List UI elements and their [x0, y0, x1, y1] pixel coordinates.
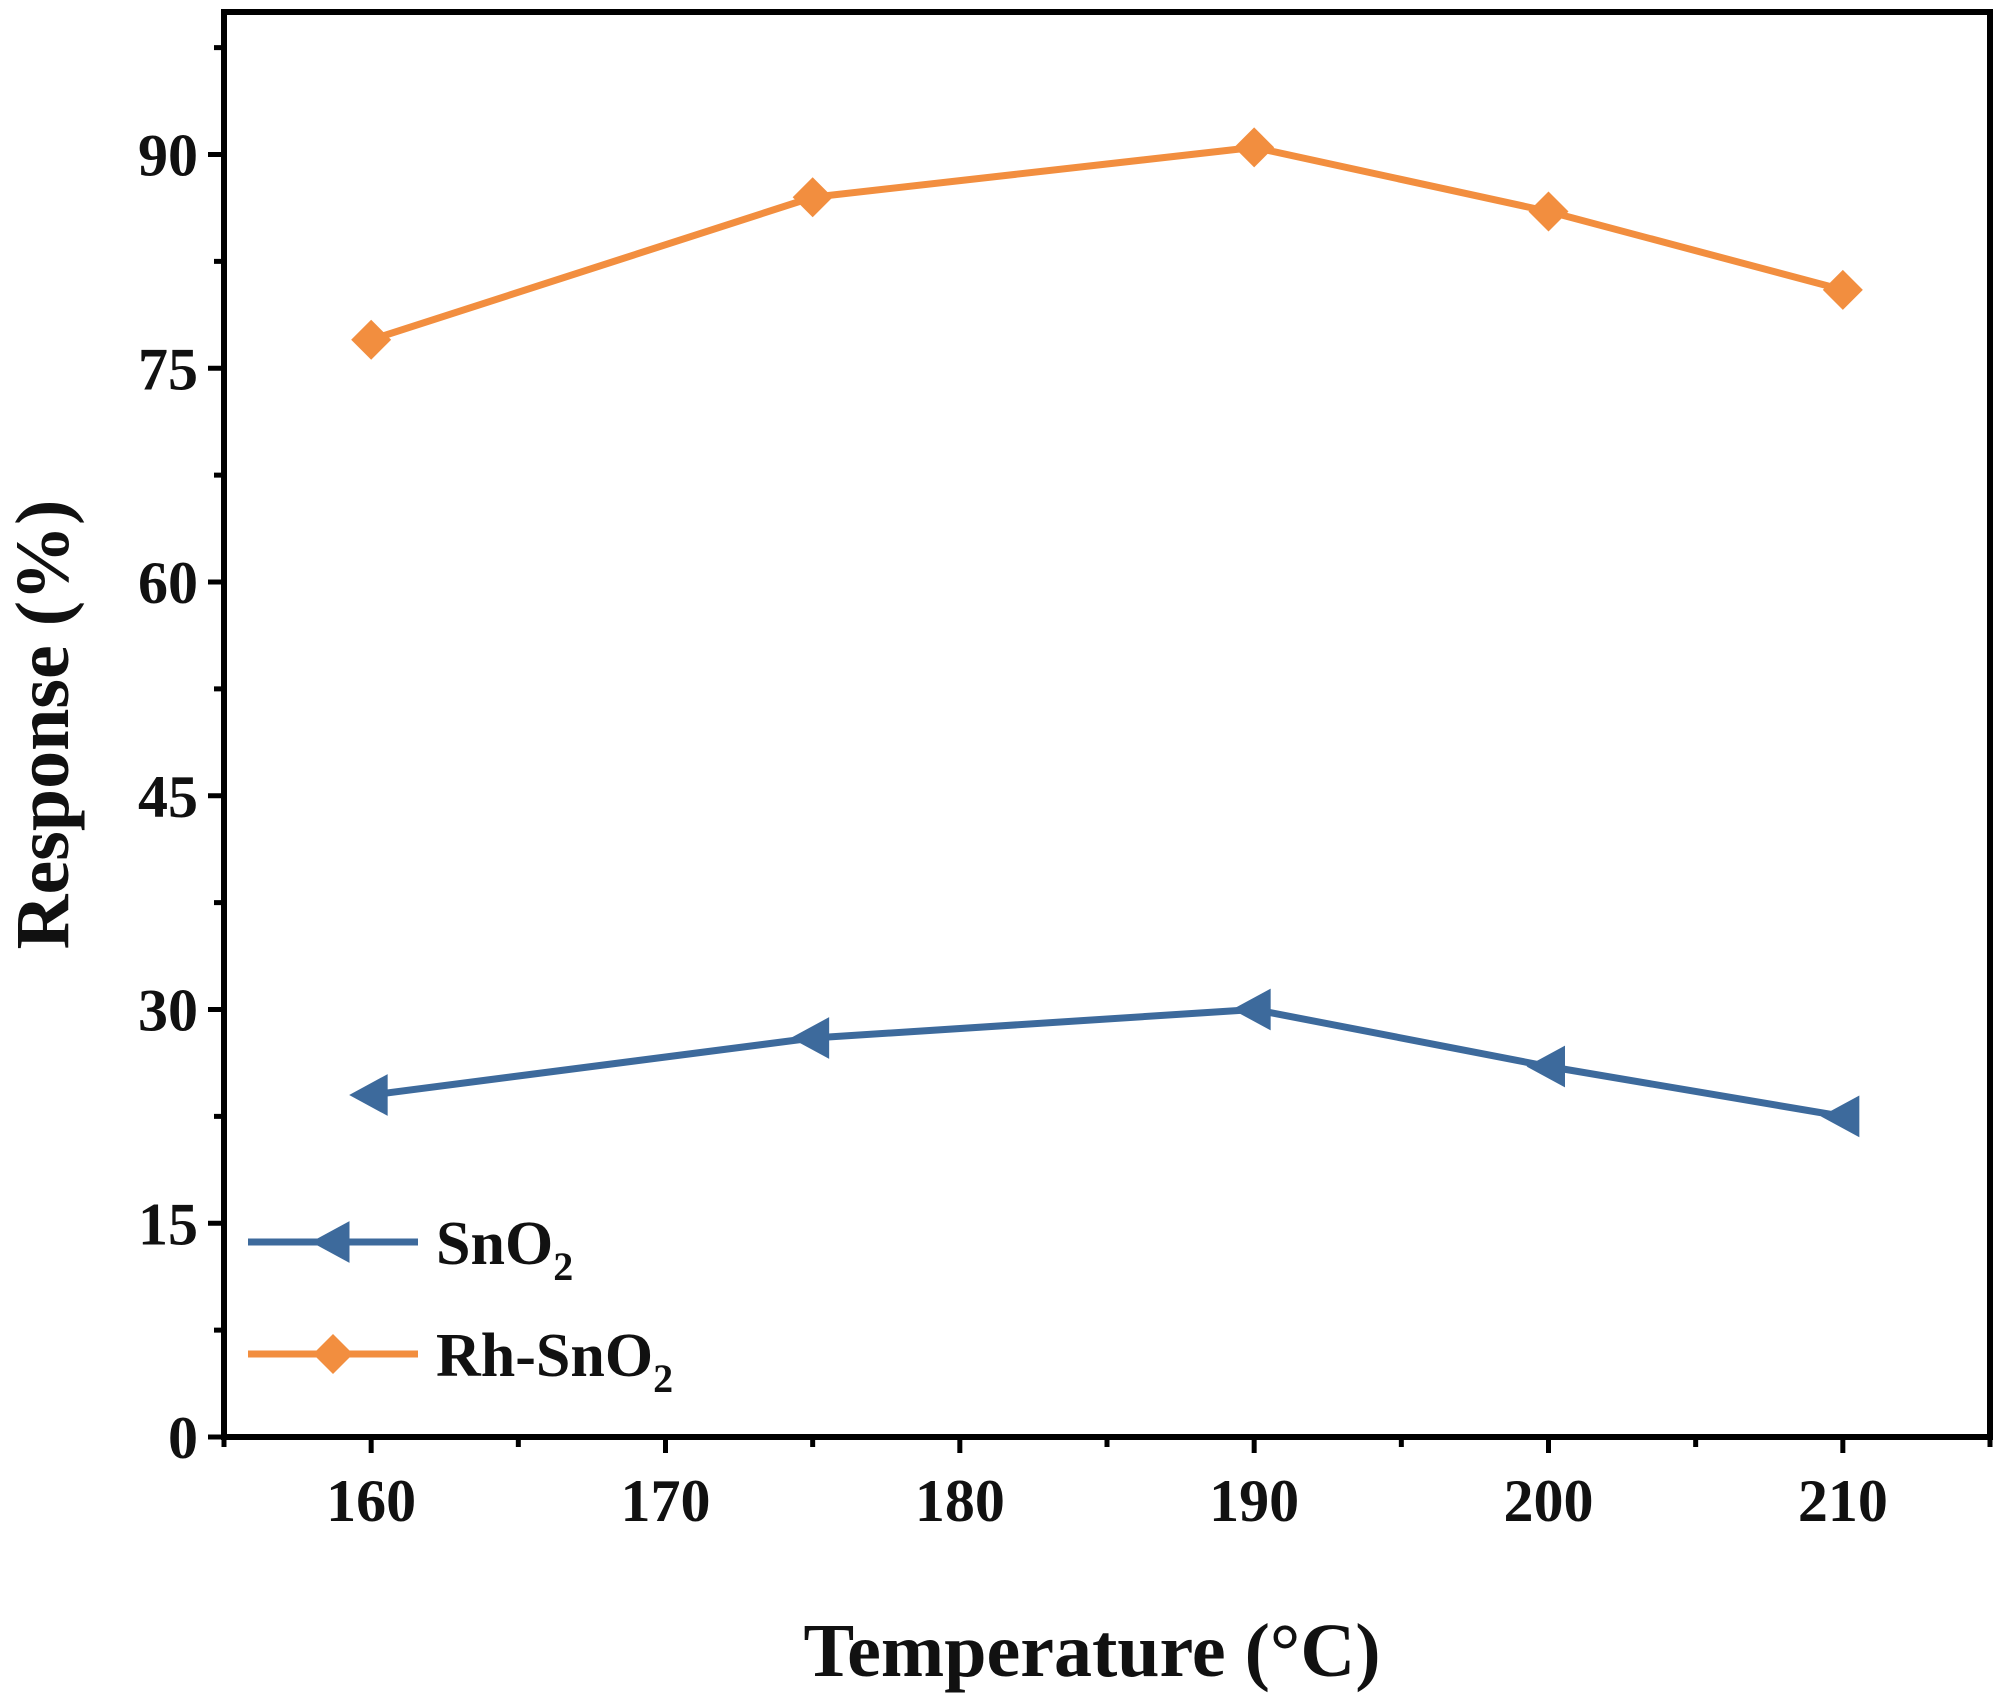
y-tick-label: 0 [168, 1405, 198, 1471]
y-tick-label: 15 [138, 1191, 198, 1257]
y-tick-label: 90 [138, 123, 198, 189]
data-point-SnO2 [790, 1017, 830, 1059]
legend-label-subscript: 2 [653, 1356, 673, 1401]
series-line-SnO2 [370, 1006, 1844, 1120]
axes: 0 15 30 45 60 75 90 160 170 180 190 200 210 [138, 9, 1993, 1534]
y-tick-label: 60 [138, 550, 198, 616]
y-tick-label: 30 [138, 978, 198, 1044]
x-tick-label: 200 [1504, 1468, 1594, 1534]
legend-item-Rh-SnO2: Rh-SnO2 [248, 1322, 673, 1401]
x-tick-label: 190 [1209, 1468, 1299, 1534]
y-tick-label: 75 [138, 336, 198, 402]
y-tick-label: 45 [138, 764, 198, 830]
legend-swatch-marker [311, 1221, 350, 1263]
legend-item-SnO2: SnO2 [248, 1210, 573, 1289]
data-point-SnO2 [1232, 988, 1271, 1031]
series-layer [349, 127, 1863, 1138]
data-point-Rh-SnO2 [351, 319, 392, 360]
data-point-Rh-SnO2 [1234, 127, 1275, 168]
data-point-Rh-SnO2 [792, 177, 833, 218]
series-line-Rh-SnO2 [370, 143, 1844, 344]
x-tick-label: 180 [915, 1468, 1005, 1534]
data-point-Rh-SnO2 [1528, 191, 1569, 232]
legend-label: SnO2 [436, 1210, 573, 1289]
legend-label-subscript: 2 [553, 1244, 573, 1289]
series-SnO2 [349, 988, 1860, 1138]
legend-label-main: Rh-SnO [436, 1322, 653, 1390]
data-point-SnO2 [1526, 1045, 1565, 1088]
data-point-Rh-SnO2 [1822, 269, 1863, 310]
series-Rh-SnO2 [351, 127, 1863, 360]
data-point-SnO2 [349, 1074, 388, 1116]
x-tick-label: 210 [1798, 1468, 1888, 1534]
x-tick-label: 170 [621, 1468, 711, 1534]
legend-label: Rh-SnO2 [436, 1322, 673, 1401]
data-point-SnO2 [1820, 1095, 1860, 1138]
y-axis-title: Response (%) [1, 500, 85, 950]
legend-swatch-marker [313, 1334, 353, 1374]
x-tick-label: 160 [326, 1468, 416, 1534]
legend-label-main: SnO [436, 1210, 553, 1278]
x-axis-title: Temperature (°C) [803, 1609, 1380, 1693]
